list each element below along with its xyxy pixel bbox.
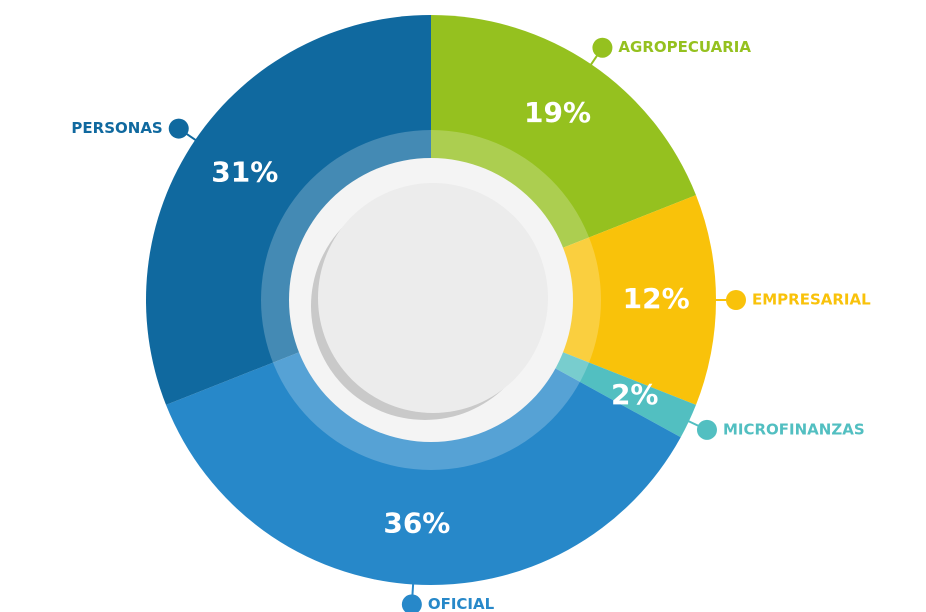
value-label: 31% — [211, 155, 278, 188]
value-label: 36% — [383, 507, 450, 540]
category-label: MICROFINANZAS — [723, 420, 865, 438]
legend-dot — [168, 118, 189, 139]
center-decoration — [261, 130, 601, 470]
category-label: EMPRESARIAL — [752, 291, 871, 309]
value-label: 2% — [611, 378, 659, 411]
inner-face — [318, 183, 548, 413]
legend-dot — [696, 419, 717, 440]
labels: 19% AGROPECUARIA 12% EMPRESARIAL 2% MICROFINA… — [71, 37, 871, 612]
legend-dot — [726, 290, 746, 310]
category-label: PERSONAS — [71, 119, 162, 137]
legend-dot — [592, 37, 613, 58]
category-label: OFICIAL — [428, 595, 495, 612]
wedge — [431, 195, 716, 405]
value-label: 19% — [524, 96, 591, 129]
legend-dot — [401, 594, 422, 612]
value-label: 12% — [623, 282, 690, 315]
category-label: AGROPECUARIA — [618, 38, 751, 56]
